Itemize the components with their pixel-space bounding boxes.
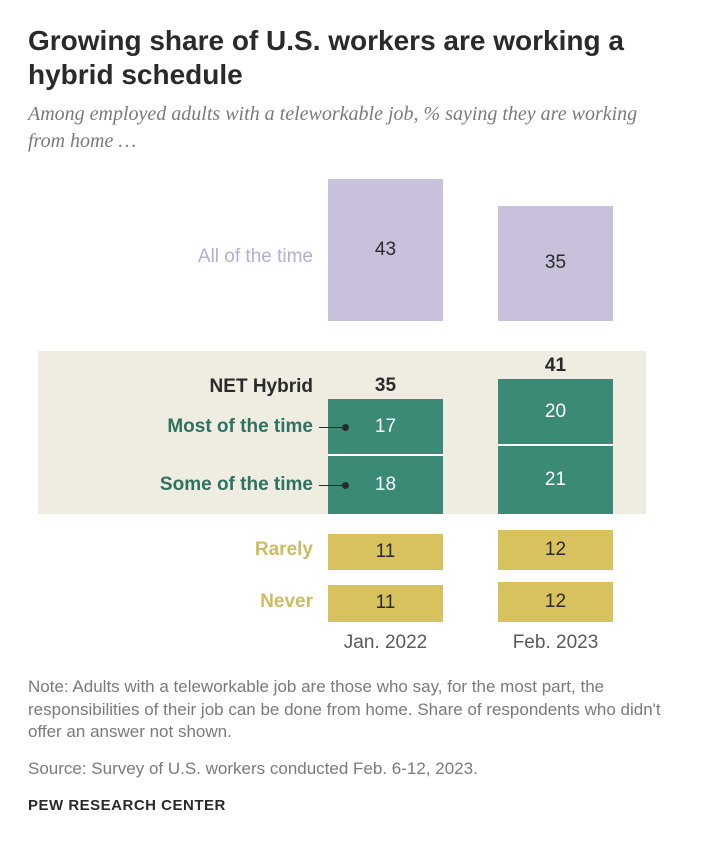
- label-all: All of the time: [198, 246, 313, 268]
- label-never: Never: [260, 591, 313, 613]
- net-total-1: 41: [498, 355, 613, 377]
- chart-note: Note: Adults with a teleworkable job are…: [28, 676, 676, 745]
- label-rarely: Rarely: [255, 539, 313, 561]
- label-net-hybrid: NET Hybrid: [210, 376, 313, 398]
- bar-never-1: 12: [498, 582, 613, 622]
- source-organization: PEW RESEARCH CENTER: [28, 797, 676, 814]
- bar-some-1: 21: [498, 445, 613, 514]
- label-some-pointer: [319, 485, 348, 486]
- bar-rarely-0: 11: [328, 534, 443, 570]
- net-total-0: 35: [328, 375, 443, 397]
- bar-rarely-1: 12: [498, 530, 613, 570]
- label-some: Some of the time: [160, 474, 313, 496]
- label-most: Most of the time: [167, 416, 313, 438]
- chart-subtitle: Among employed adults with a teleworkabl…: [28, 101, 676, 155]
- bar-most-1: 20: [498, 379, 613, 445]
- bar-never-0: 11: [328, 585, 443, 621]
- stacked-bar-chart: All of the time NET Hybrid Most of the tim…: [28, 179, 676, 661]
- hybrid-separator-1: [498, 444, 613, 446]
- hybrid-separator-0: [328, 454, 443, 456]
- bar-all-1: 35: [498, 206, 613, 322]
- period-label-1: Feb. 2023: [498, 632, 613, 654]
- bar-all-0: 43: [328, 179, 443, 321]
- chart-source: Source: Survey of U.S. workers conducted…: [28, 758, 676, 781]
- chart-title: Growing share of U.S. workers are workin…: [28, 24, 676, 91]
- label-most-pointer: [319, 427, 348, 428]
- period-label-0: Jan. 2022: [328, 632, 443, 654]
